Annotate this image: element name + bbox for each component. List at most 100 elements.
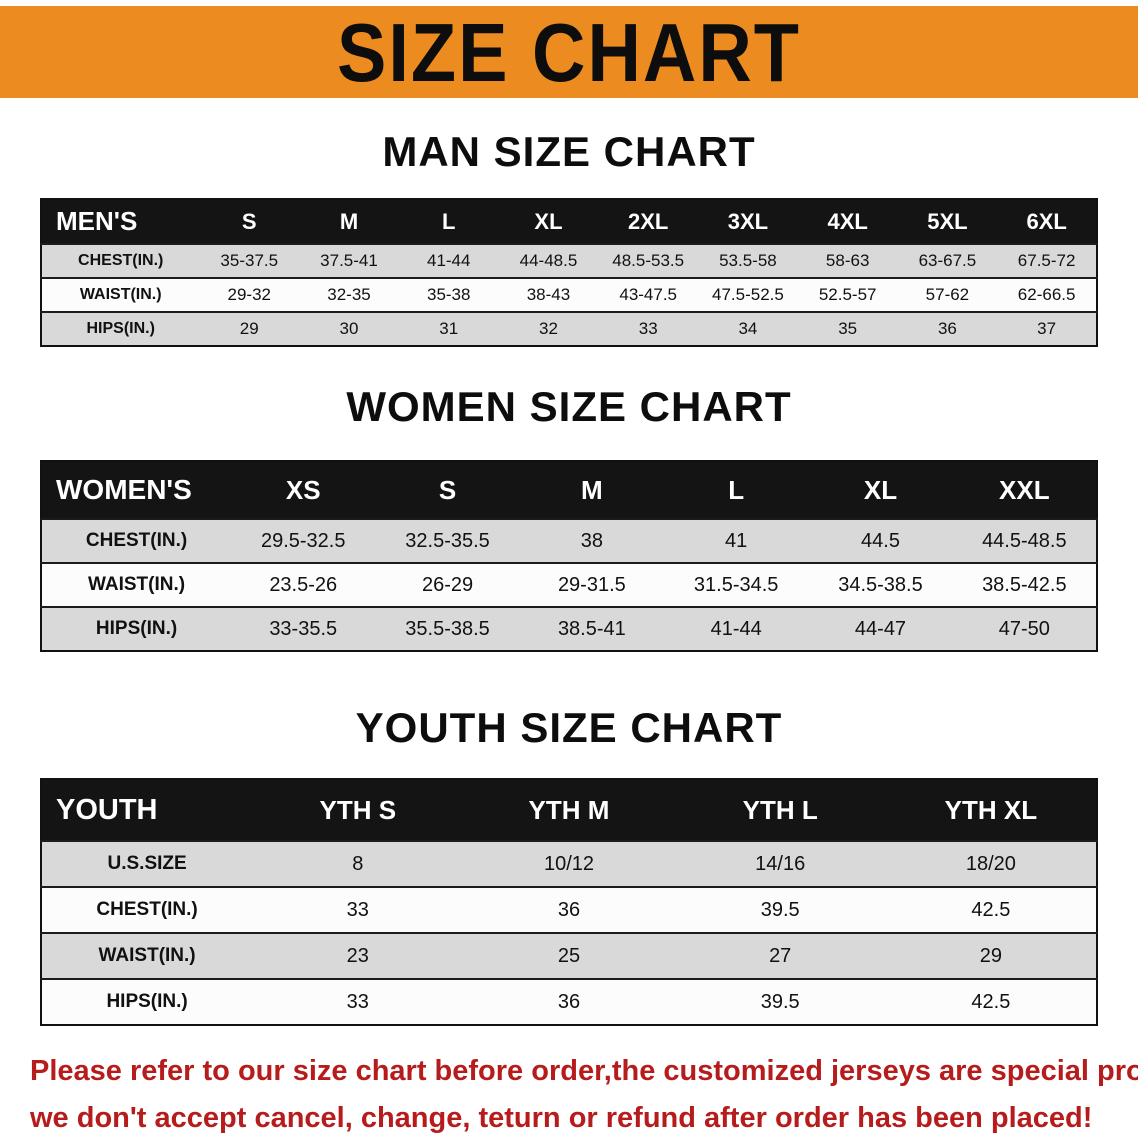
- measurement-row: CHEST(IN.) 33 36 39.5 42.5: [41, 887, 1097, 933]
- measurement-value: 32: [539, 319, 558, 338]
- size-column-header: 4XL: [827, 208, 868, 234]
- measurement-row: HIPS(IN.) 33 36 39.5 42.5: [41, 979, 1097, 1025]
- measurement-value: 32.5-35.5: [405, 529, 490, 552]
- size-table-header-row: WOMEN'S XS S M L XL XXL: [41, 461, 1097, 519]
- measurement-label: WAIST(IN.): [98, 945, 196, 966]
- measurement-value: 25: [557, 944, 581, 967]
- measurement-value: 26-29: [421, 573, 474, 596]
- size-table-header-row: YOUTH YTH S YTH M YTH L YTH XL: [41, 779, 1097, 841]
- size-chart-page: SIZE CHART MAN SIZE CHART MEN'S S M L XL 2XL 3…: [0, 6, 1138, 1142]
- size-column-header: M: [339, 208, 359, 234]
- measurement-value: 44-48.5: [519, 251, 578, 270]
- measurement-value: 29-32: [227, 285, 271, 304]
- measurement-value: 38-43: [526, 285, 571, 304]
- measurement-row: WAIST(IN.) 23.5-26 26-29 29-31.5 31.5-34.5 34…: [41, 563, 1097, 607]
- measurement-value: 10/12: [543, 852, 595, 875]
- measurement-value: 41: [725, 529, 748, 552]
- measurement-value: 36: [557, 990, 581, 1013]
- measurement-value: 67.5-72: [1017, 251, 1076, 270]
- youth-section-heading: YOUTH SIZE CHART: [355, 704, 783, 751]
- measurement-label: WAIST(IN.): [87, 574, 186, 595]
- measurement-value: 14/16: [755, 852, 806, 875]
- measurement-value: 41-44: [426, 251, 471, 270]
- measurement-row: WAIST(IN.) 23 25 27 29: [41, 933, 1097, 979]
- measurement-label: CHEST(IN.): [85, 530, 188, 551]
- men-section-heading: MAN SIZE CHART: [382, 128, 756, 175]
- size-column-header: YTH L: [742, 794, 818, 825]
- measurement-value: 44.5-48.5: [982, 529, 1067, 552]
- size-column-header: 3XL: [727, 208, 769, 234]
- measurement-value: 44-47: [854, 617, 907, 640]
- measurement-value: 43-47.5: [619, 285, 678, 304]
- measurement-value: 57-62: [925, 285, 970, 304]
- measurement-value: 52.5-57: [818, 285, 877, 304]
- measurement-label: HIPS(IN.): [86, 320, 155, 337]
- size-column-header: YTH M: [528, 794, 610, 825]
- measurement-value: 8: [352, 852, 364, 875]
- measurement-value: 29.5-32.5: [260, 529, 346, 552]
- measurement-value: 30: [339, 319, 359, 338]
- measurement-label: CHEST(IN.): [78, 252, 164, 269]
- measurement-value: 53.5-58: [719, 251, 777, 270]
- measurement-value: 29-31.5: [557, 573, 626, 596]
- size-table-title: WOMEN'S: [56, 474, 192, 505]
- measurement-label: HIPS(IN.): [106, 991, 188, 1012]
- measurement-value: 32-35: [327, 285, 371, 304]
- measurement-row: CHEST(IN.) 35-37.5 37.5-41 41-44 44-48.5 48.5…: [41, 244, 1097, 278]
- measurement-value: 37: [1037, 319, 1057, 338]
- measurement-value: 47-50: [998, 617, 1050, 640]
- men-size-section: MAN SIZE CHART MEN'S S M L XL 2XL 3XL 4XL 5XL 6XL…: [0, 128, 1138, 347]
- measurement-value: 39.5: [760, 898, 800, 921]
- notice-line-2: we don't accept cancel, change, teturn o…: [30, 1102, 1093, 1134]
- size-table-header-row: MEN'S S M L XL 2XL 3XL 4XL 5XL 6XL: [41, 199, 1097, 244]
- size-column-header: L: [442, 208, 456, 234]
- measurement-value: 31.5-34.5: [693, 573, 779, 596]
- measurement-value: 39.5: [760, 990, 800, 1013]
- measurement-value: 33-35.5: [269, 617, 338, 640]
- women-size-table: WOMEN'S XS S M L XL XXL CHEST(IN.) 29.5-32.5 32.5…: [40, 460, 1098, 652]
- size-column-header: 5XL: [927, 208, 968, 234]
- notice-line-1: Please refer to our size chart before or…: [30, 1055, 1138, 1087]
- measurement-value: 62-66.5: [1017, 285, 1076, 304]
- measurement-value: 33: [346, 898, 369, 921]
- measurement-value: 38.5-41: [557, 617, 626, 640]
- measurement-row: WAIST(IN.) 29-32 32-35 35-38 38-43 43-47.5 47.…: [41, 278, 1097, 312]
- measurement-value: 36: [937, 319, 957, 338]
- measurement-value: 23.5-26: [269, 573, 338, 596]
- size-column-header: YTH S: [319, 794, 397, 825]
- measurement-value: 29: [979, 944, 1003, 967]
- size-column-header: XL: [534, 208, 563, 234]
- measurement-value: 29: [239, 319, 259, 338]
- youth-size-table: YOUTH YTH S YTH M YTH L YTH XL U.S.SIZE 8 10/12…: [40, 778, 1098, 1026]
- measurement-value: 63-67.5: [918, 251, 977, 270]
- footer-notice: Please refer to our size chart before or…: [0, 1048, 1138, 1142]
- measurement-value: 35-37.5: [220, 251, 279, 270]
- size-column-header: S: [438, 474, 457, 505]
- men-size-table: MEN'S S M L XL 2XL 3XL 4XL 5XL 6XL CHEST(IN.) 35-37…: [40, 198, 1098, 347]
- measurement-label: CHEST(IN.): [96, 899, 198, 920]
- measurement-value: 48.5-53.5: [612, 251, 685, 270]
- measurement-row: CHEST(IN.) 29.5-32.5 32.5-35.5 38 41 44.5 44.5…: [41, 519, 1097, 563]
- size-column-header: 2XL: [628, 208, 669, 234]
- measurement-value: 42.5: [971, 990, 1011, 1013]
- measurement-value: 33: [638, 319, 658, 338]
- banner: SIZE CHART: [0, 6, 1138, 98]
- measurement-value: 33: [346, 990, 369, 1013]
- size-column-header: 6XL: [1026, 208, 1067, 234]
- size-column-header: YTH XL: [944, 794, 1038, 825]
- measurement-label: WAIST(IN.): [79, 286, 162, 303]
- measurement-row: U.S.SIZE 8 10/12 14/16 18/20: [41, 841, 1097, 887]
- measurement-value: 38.5-42.5: [982, 573, 1067, 596]
- size-table-title: YOUTH: [56, 793, 158, 826]
- measurement-value: 35-38: [426, 285, 471, 304]
- women-section-heading: WOMEN SIZE CHART: [346, 383, 792, 430]
- measurement-value: 23: [346, 944, 369, 967]
- measurement-value: 38: [580, 529, 603, 552]
- size-table-title: MEN'S: [56, 206, 138, 236]
- measurement-label: HIPS(IN.): [95, 618, 178, 639]
- women-size-section: WOMEN SIZE CHART WOMEN'S XS S M L XL XXL CHEST(…: [0, 383, 1138, 652]
- measurement-row: HIPS(IN.) 33-35.5 35.5-38.5 38.5-41 41-44 44-…: [41, 607, 1097, 651]
- measurement-value: 18/20: [965, 852, 1016, 875]
- measurement-value: 47.5-52.5: [712, 285, 784, 304]
- measurement-label: U.S.SIZE: [107, 853, 187, 874]
